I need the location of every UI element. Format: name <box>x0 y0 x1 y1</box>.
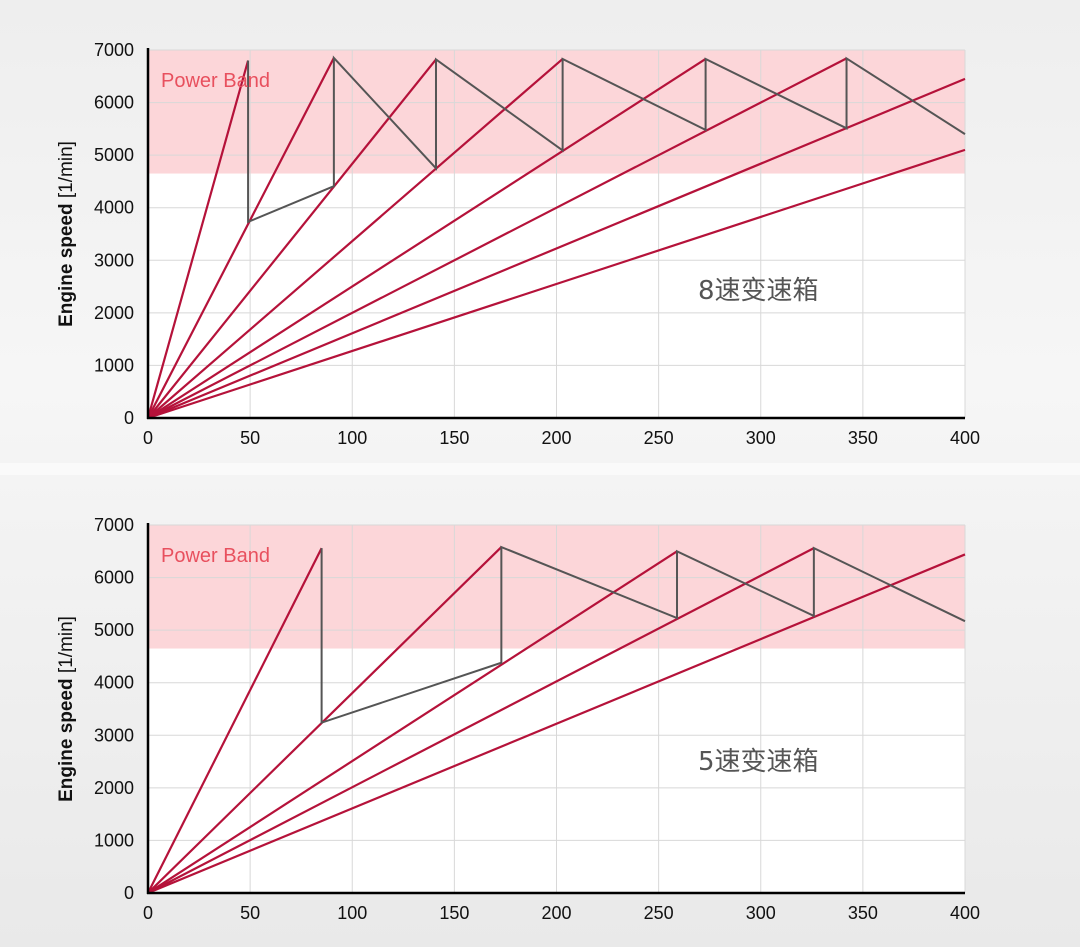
gear-line-6 <box>147 57 848 419</box>
y-tick-label: 6000 <box>94 568 134 588</box>
x-tick-label: 150 <box>439 428 469 448</box>
gear-line-1 <box>147 547 323 894</box>
y-tick-label: 7000 <box>94 515 134 535</box>
y-tick-label: 1000 <box>94 830 134 850</box>
y-axis-label: Engine speed [1/min] <box>56 141 77 327</box>
x-tick-label: 100 <box>337 428 367 448</box>
transmission-label: 5速变速箱 <box>698 747 819 777</box>
y-tick-label: 0 <box>124 883 134 903</box>
y-tick-label: 4000 <box>94 673 134 693</box>
y-tick-label: 3000 <box>94 250 134 270</box>
x-tick-label: 300 <box>746 903 776 923</box>
x-tick-label: 350 <box>848 428 878 448</box>
y-axis-label-unit: [1/min] <box>56 616 77 673</box>
y-axis-label: Engine speed [1/min] <box>56 616 77 802</box>
y-axis-label-quantity: Engine speed <box>56 673 77 802</box>
y-tick-label: 6000 <box>94 93 134 113</box>
y-tick-label: 2000 <box>94 303 134 323</box>
shift-path <box>320 545 966 725</box>
gear-line-2 <box>147 546 503 894</box>
x-tick-label: 100 <box>337 903 367 923</box>
transmission-label: 8速变速箱 <box>698 276 819 306</box>
gear-line-1 <box>146 60 250 419</box>
x-tick-label: 350 <box>848 903 878 923</box>
chart-8-speed: 0 50 100 150 200 250 300 350 400 0 1000 2000 3000 400… <box>0 0 1080 465</box>
x-tick-label: 200 <box>541 903 571 923</box>
gear-line-5 <box>147 553 966 895</box>
gear-line-4 <box>147 58 564 419</box>
y-tick-label: 0 <box>124 408 134 428</box>
x-tick-label: 250 <box>644 903 674 923</box>
y-tick-label: 5000 <box>94 620 134 640</box>
x-tick-label: 50 <box>240 903 260 923</box>
gear-line-3 <box>147 58 437 419</box>
gear-line-4 <box>147 547 815 894</box>
gear-line-3 <box>147 550 678 894</box>
gear-line-2 <box>147 57 335 419</box>
y-axis-label-quantity: Engine speed <box>56 198 77 327</box>
y-tick-label: 3000 <box>94 725 134 745</box>
x-tick-label: 50 <box>240 428 260 448</box>
shift-path <box>247 55 966 224</box>
x-tick-label: 300 <box>746 428 776 448</box>
x-tick-label: 0 <box>143 903 153 923</box>
y-tick-label: 2000 <box>94 778 134 798</box>
chart-divider <box>0 463 1080 475</box>
y-tick-label: 1000 <box>94 355 134 375</box>
power-band-label: Power Band <box>161 70 270 92</box>
x-tick-label: 250 <box>644 428 674 448</box>
x-tick-label: 400 <box>950 903 980 923</box>
x-tick-label: 200 <box>541 428 571 448</box>
y-tick-label: 7000 <box>94 40 134 60</box>
gear-line-8 <box>147 148 966 420</box>
y-tick-label: 4000 <box>94 198 134 218</box>
power-band-label: Power Band <box>161 545 270 567</box>
gear-line-7 <box>147 77 966 420</box>
chart-8-speed-svg: 0 50 100 150 200 250 300 350 4000100020003000400… <box>56 40 980 448</box>
x-tick-label: 400 <box>950 428 980 448</box>
y-axis-label-unit: [1/min] <box>56 141 77 198</box>
chart-5-speed: 0 50 100 150 200 250 300 350 400 0 1000 2000 3000 400… <box>0 475 1080 947</box>
chart-5-speed-svg: 0 50 100 150 200 250 300 350 4000100020003000400… <box>56 515 980 923</box>
x-tick-label: 0 <box>143 428 153 448</box>
x-tick-label: 150 <box>439 903 469 923</box>
gear-line-5 <box>147 58 707 419</box>
y-tick-label: 5000 <box>94 145 134 165</box>
